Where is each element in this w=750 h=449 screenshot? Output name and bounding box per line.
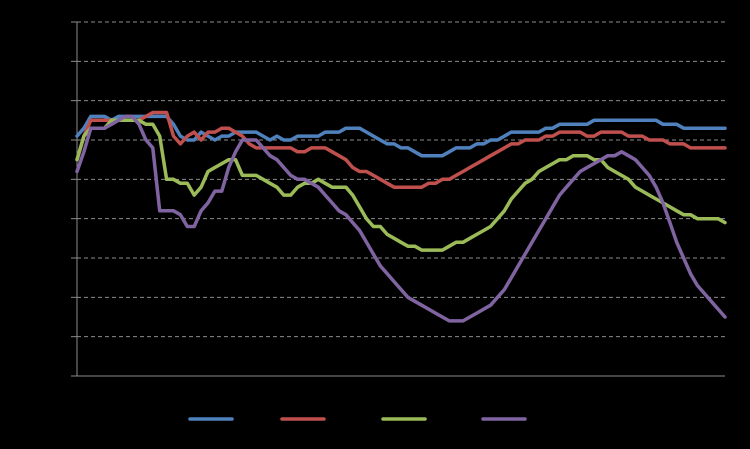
series-line-4 — [75, 114, 727, 323]
series-lines — [75, 110, 727, 323]
series-line-2 — [75, 110, 727, 189]
series-line-3 — [75, 118, 727, 252]
grid-lines — [77, 21, 725, 377]
axis — [71, 21, 78, 377]
